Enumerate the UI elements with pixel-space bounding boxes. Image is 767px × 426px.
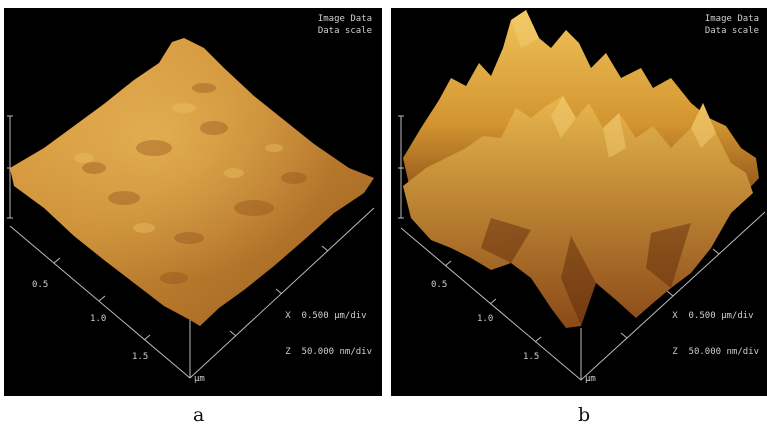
x-scale-label: X 0.500 µm/div [285,311,367,321]
afm-panel-a: Image Data Data scale 0.5 1.0 1.5 µm X 0… [4,8,382,396]
x-scale-label: X 0.500 µm/div [672,311,754,321]
scale-legend: X 0.500 µm/div Z 50.000 nm/div [672,286,759,382]
axis-tick-label: 1.5 [132,352,149,362]
axis-unit-label: µm [585,374,596,384]
axis-tick-label: 1.0 [477,314,494,324]
z-scale-label: Z 50.000 nm/div [285,347,372,357]
image-data-label: Image Data [704,14,759,24]
z-scale-label: Z 50.000 nm/div [672,347,759,357]
data-scale-label: Data scale [704,26,759,36]
axis-unit-label: µm [194,374,205,384]
afm-3d-surface-a [7,38,375,379]
axis-tick-label: 1.5 [523,352,540,362]
image-data-label: Image Data [317,14,372,24]
caption-b: b [578,404,591,426]
axis-tick-label: 1.0 [90,314,107,324]
axis-tick-label: 0.5 [431,280,448,290]
header-text: Image Data Data scale [705,13,759,37]
afm-3d-surface-b [398,10,766,381]
surface-b-front [403,96,753,328]
afm-panel-b: Image Data Data scale 0.5 1.0 1.5 µm X 0… [391,8,767,396]
header-text: Image Data Data scale [318,13,372,37]
caption-a: a [193,404,205,426]
scale-legend: X 0.500 µm/div Z 50.000 nm/div [285,286,372,382]
axis-tick-label: 0.5 [32,280,49,290]
data-scale-label: Data scale [317,26,372,36]
